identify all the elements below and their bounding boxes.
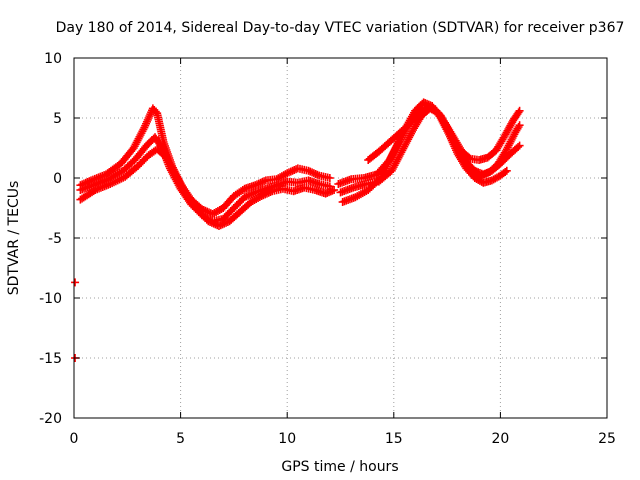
y-axis-label: SDTVAR / TECUs [6, 181, 22, 296]
data-point [502, 166, 511, 175]
x-tick-label: 0 [70, 431, 79, 447]
y-tick-label: -5 [48, 231, 62, 247]
series-outliers [71, 278, 80, 362]
data-point [421, 106, 430, 115]
x-tick-labels: 0 5 10 15 20 25 [70, 431, 616, 447]
data-point [417, 108, 426, 116]
y-tick-label: 10 [44, 51, 62, 67]
y-tick-label: -10 [39, 291, 62, 307]
data-point [108, 179, 117, 188]
y-tick-label: 0 [53, 171, 62, 187]
series-track-a [76, 104, 334, 218]
y-tick-label: -20 [39, 411, 62, 427]
data-point [515, 106, 524, 115]
y-tick-labels: 10 5 0 -5 -10 -15 -20 [39, 51, 62, 427]
x-axis-label: GPS time / hours [281, 459, 398, 475]
data-point [515, 141, 524, 150]
data-point [325, 182, 334, 191]
data-point [501, 168, 510, 176]
data-point [514, 108, 523, 117]
x-tick-label: 10 [278, 431, 296, 447]
series-track-f [338, 98, 511, 206]
data-point [325, 174, 334, 182]
data-point [139, 125, 148, 134]
y-tick-label: -15 [39, 351, 62, 367]
data-point [111, 177, 120, 186]
y-tick-label: 5 [53, 111, 62, 127]
data-point [89, 187, 98, 196]
x-tick-label: 20 [491, 431, 509, 447]
chart-title: Day 180 of 2014, Sidereal Day-to-day VTE… [56, 20, 625, 36]
x-tick-label: 15 [385, 431, 403, 447]
data-point [109, 178, 118, 187]
series-track-c [76, 145, 339, 230]
data-point [106, 180, 115, 188]
data-point [71, 278, 80, 287]
data-point [238, 186, 247, 194]
series-track-g [364, 103, 524, 179]
data-point [117, 174, 126, 183]
axis-ticks [73, 57, 608, 419]
data-point [330, 186, 339, 194]
data-points [71, 98, 524, 362]
data-point [514, 142, 523, 151]
data-point [514, 123, 523, 131]
data-point [281, 170, 290, 179]
data-point [115, 175, 124, 184]
data-point [255, 193, 264, 201]
x-tick-label: 25 [598, 431, 616, 447]
data-point [113, 176, 122, 185]
data-point [515, 121, 524, 130]
x-tick-label: 5 [176, 431, 185, 447]
